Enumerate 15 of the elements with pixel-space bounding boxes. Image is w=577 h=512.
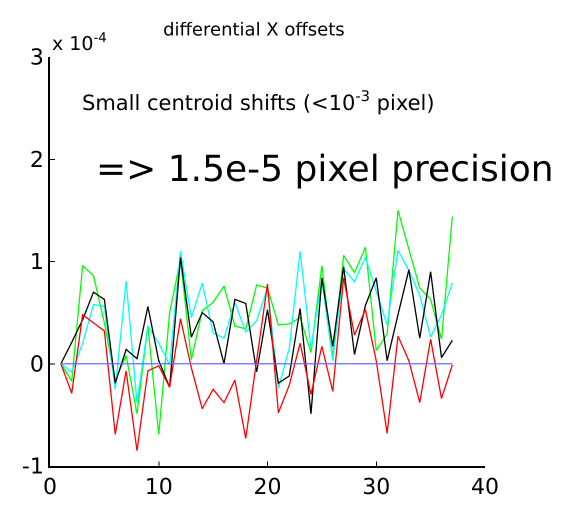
annotation: Small centroid shifts (<10$^{-3}$ pixel) — [82, 88, 435, 115]
x-tick-label: 30 — [362, 475, 390, 500]
line-series — [60, 210, 454, 435]
x-tick-label: 20 — [254, 475, 282, 500]
x-tick-label: 40 — [471, 475, 499, 500]
annotation: => 1.5e-5 pixel precision — [96, 149, 554, 190]
chart-title: differential X offsets — [163, 20, 345, 41]
y-tick-label: -1 — [22, 454, 44, 480]
x-tick-label: 10 — [144, 475, 173, 500]
y-tick-label: 0 — [30, 352, 44, 378]
line-series — [60, 277, 454, 452]
y-tick-label: 2 — [30, 148, 44, 173]
y-tick-label: 1 — [30, 250, 44, 276]
y-tick-label: 3 — [30, 46, 44, 71]
text: x 10$^{-4}$ — [52, 31, 107, 55]
